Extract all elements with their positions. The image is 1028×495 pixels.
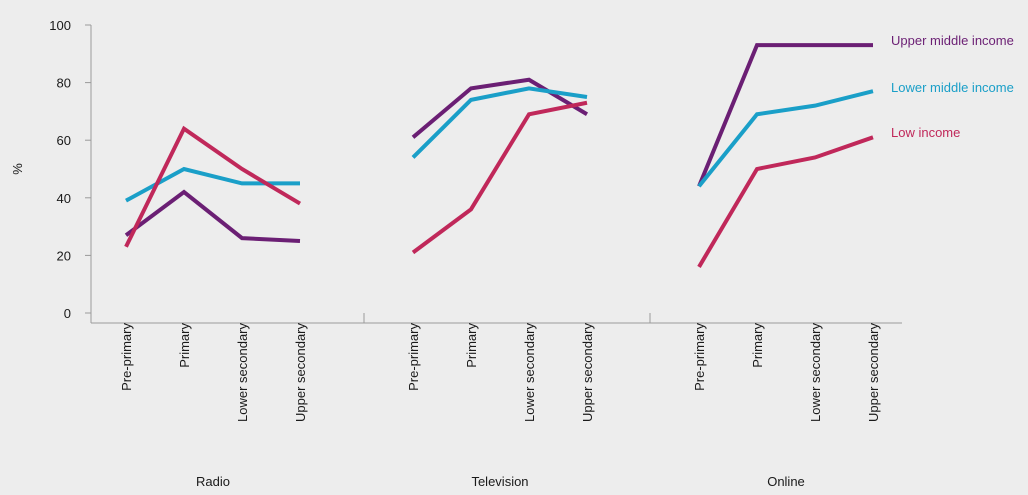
series-lines xyxy=(124,43,874,268)
x-category-label: Primary xyxy=(177,323,192,368)
y-tick-label: 80 xyxy=(57,76,71,91)
x-category-label: Upper secondary xyxy=(293,323,308,422)
axes: % xyxy=(10,25,902,324)
legend-label: Low income xyxy=(891,125,960,140)
legend-label: Upper middle income xyxy=(891,33,1014,48)
x-category-label: Pre-primary xyxy=(119,323,134,391)
y-axis-title: % xyxy=(10,163,25,175)
group-label: Television xyxy=(471,474,528,489)
y-tick-label: 20 xyxy=(57,248,71,263)
series-line xyxy=(124,189,301,243)
x-category-label: Pre-primary xyxy=(406,323,421,391)
group-dividers xyxy=(363,313,651,323)
series-line xyxy=(124,125,302,248)
group-label: Online xyxy=(767,474,805,489)
legend: Upper middle income Lower middle income Lo… xyxy=(891,33,1014,140)
series-line xyxy=(411,86,588,159)
x-category-label: Primary xyxy=(750,323,765,368)
legend-label: Lower middle income xyxy=(891,80,1014,95)
x-category-label: Pre-primary xyxy=(692,323,707,391)
y-ticks: 0 20 40 60 80 100 xyxy=(49,18,91,321)
x-category-label: Lower secondary xyxy=(235,323,250,422)
series-line xyxy=(697,89,874,188)
x-category-label: Upper secondary xyxy=(580,323,595,422)
y-tick-label: 100 xyxy=(49,18,71,33)
series-line xyxy=(697,135,874,268)
x-category-label: Upper secondary xyxy=(866,323,881,422)
y-tick-label: 60 xyxy=(57,133,71,148)
series-line xyxy=(411,77,589,139)
y-tick-label: 40 xyxy=(57,191,71,206)
group-label: Radio xyxy=(196,474,230,489)
series-line xyxy=(697,43,873,188)
category-labels: Pre-primary Primary Lower secondary Upper s… xyxy=(119,323,881,422)
x-category-label: Lower secondary xyxy=(808,323,823,422)
x-category-label: Primary xyxy=(464,323,479,368)
y-tick-label: 0 xyxy=(64,306,71,321)
x-category-label: Lower secondary xyxy=(522,323,537,422)
series-line xyxy=(411,100,588,255)
group-labels: Radio Television Online xyxy=(196,474,805,489)
